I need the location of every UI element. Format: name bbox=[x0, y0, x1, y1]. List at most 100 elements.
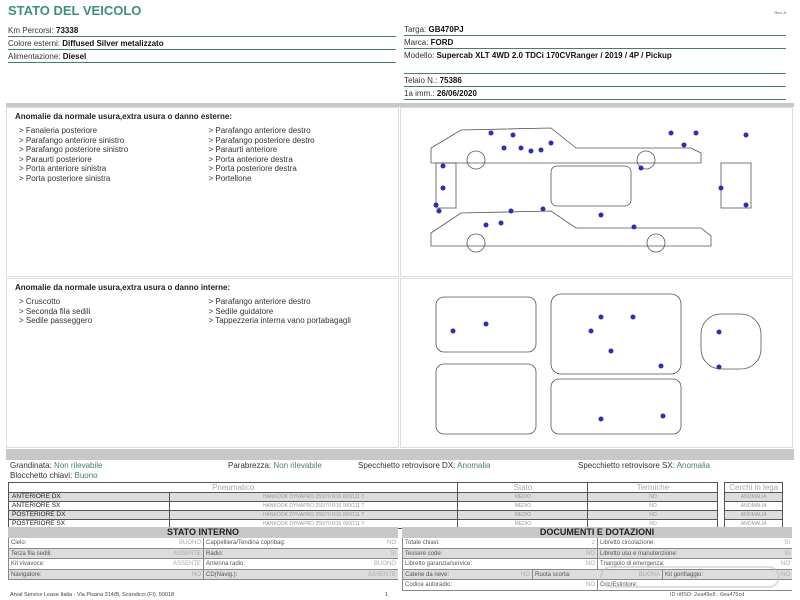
section-row: Cielo: BUONO Cappelliera/Tendina copribag:… bbox=[8, 538, 398, 549]
cell-value: ASSENTE bbox=[367, 571, 396, 578]
damage-dot bbox=[450, 328, 456, 334]
damage-item: > Parafango anteriore destro bbox=[208, 126, 311, 135]
section-cell: Cappelliera/Tendina copribag: NO bbox=[203, 538, 398, 548]
info-label: Telaio N.: bbox=[404, 76, 440, 85]
status-label: Parabrezza: bbox=[228, 461, 274, 470]
tire-row: POSTERIORE SX HANKOOK DYNAPRO 255/70 R16 … bbox=[8, 519, 783, 529]
damage-item: > Paraurti posteriore bbox=[19, 154, 92, 164]
dashboard-outline bbox=[435, 296, 537, 353]
cargo-outline bbox=[435, 363, 537, 435]
cell-value: NO bbox=[781, 561, 790, 567]
damage-item: > Porta posteriore destra bbox=[208, 164, 297, 173]
section-divider bbox=[6, 103, 794, 107]
steering-outline bbox=[700, 313, 762, 370]
car-bottom-side-outline bbox=[430, 210, 712, 247]
tire-row: ANTERIORE SX HANKOOK DYNAPRO 255/70 R16 0… bbox=[8, 501, 783, 511]
damage-dot bbox=[528, 148, 534, 154]
damage-dot bbox=[498, 220, 504, 226]
damage-item: > Parafango anteriore destro bbox=[208, 297, 311, 306]
cell-value: SI bbox=[390, 550, 396, 557]
info-value: Diesel bbox=[62, 52, 87, 61]
damage-dot bbox=[483, 222, 489, 228]
cell-value: SI bbox=[784, 540, 790, 546]
info-row: Colore esterni: Diffused Silver metalizz… bbox=[8, 38, 396, 50]
section-row: Totale chiavi: 2 Libretto circolazione: SI bbox=[402, 538, 792, 549]
damage-item: > Tappezzeria interna vano portabagagli bbox=[208, 316, 351, 325]
seats-side-outline bbox=[550, 378, 682, 435]
info-row: Modello: Supercab XLT 4WD 2.0 TDCi 170CV… bbox=[404, 50, 786, 74]
tire-row: ANTERIORE DX HANKOOK DYNAPRO 255/70 R16 0… bbox=[8, 492, 783, 502]
tire-tyre: HANKOOK DYNAPRO 255/70 R16 000/111 T bbox=[168, 501, 459, 511]
wheel-outline bbox=[636, 150, 656, 170]
info-value: 75386 bbox=[439, 76, 462, 85]
section-cell: Antenna radio: BUONO bbox=[203, 559, 398, 569]
damage-dot bbox=[598, 314, 604, 320]
info-label: Marca: bbox=[404, 38, 431, 47]
tire-stato: MEDIO bbox=[457, 492, 589, 502]
section-row: Libretto garanzia/service: NO Triangolo di… bbox=[402, 559, 792, 570]
info-row: Targa: GB470PJ bbox=[404, 24, 786, 36]
damage-dot bbox=[598, 212, 604, 218]
cell-value: SI bbox=[784, 550, 790, 557]
damage-item: > Seconda fila sedili bbox=[19, 306, 91, 316]
tire-termiche: NO bbox=[587, 492, 719, 502]
section-cell: Codice autoradio: NO bbox=[402, 580, 597, 590]
section-cell: Kit vivavoce: ASSENTE bbox=[8, 559, 203, 569]
cell-label: Navigatore: bbox=[11, 571, 42, 578]
info-value: 26/06/2020 bbox=[436, 89, 477, 98]
tire-stato: MEDIO bbox=[457, 510, 589, 520]
section-row: Codice autoradio: NO Cric/Estintore: bbox=[402, 580, 792, 591]
damage-item: > Paraurti anteriore bbox=[208, 145, 278, 154]
info-value: Supercab XLT 4WD 2.0 TDCi 170CVRanger / … bbox=[436, 51, 672, 60]
section-cell: Cric/Estintore: bbox=[597, 580, 792, 590]
info-row: Telaio N.: 75386 bbox=[404, 75, 786, 87]
status-item: Parabrezza: Non rilevabile bbox=[228, 461, 322, 470]
status-item: Grandinata: Non rilevabile bbox=[10, 461, 103, 470]
tire-tyre: HANKOOK DYNAPRO 255/70 R16 000/111 T bbox=[168, 492, 459, 502]
info-label: Alimentazione: bbox=[8, 52, 63, 61]
info-row: Marca: FORD bbox=[404, 37, 786, 49]
tire-tyre: HANKOOK DYNAPRO 255/70 R16 000/111 T bbox=[168, 510, 459, 520]
cell-value: BUONO bbox=[178, 540, 201, 546]
info-value: FORD bbox=[430, 38, 454, 47]
header-stato: Stato bbox=[457, 482, 589, 493]
info-value: 73338 bbox=[56, 26, 79, 35]
section-cell: Libretto uso e manutenzione: SI bbox=[597, 548, 792, 558]
damage-item: > Parafango posteriore destro bbox=[208, 135, 315, 145]
cell-value: 2 bbox=[591, 540, 595, 546]
header-cerchi: Cerchi in lega bbox=[724, 482, 783, 493]
watermark-logo bbox=[600, 566, 780, 588]
damage-dot bbox=[598, 416, 604, 422]
damage-item: > Sedile passeggero bbox=[19, 316, 93, 325]
exterior-list-2: > Parafango anteriore destro > Parafango … bbox=[209, 126, 399, 183]
interior-list-2: > Parafango anteriore destro > Sedile gui… bbox=[209, 297, 399, 326]
wheel-outline bbox=[646, 233, 666, 253]
cell-value: ASSENTE bbox=[172, 550, 201, 557]
status-item: Specchietto retrovisore DX: Anomalia bbox=[358, 461, 491, 470]
damage-dot bbox=[508, 208, 514, 214]
tire-stato: MEDIO bbox=[457, 501, 589, 511]
damage-dot bbox=[433, 202, 439, 208]
exterior-title: Anomalie da normale usura,extra usura o … bbox=[15, 112, 232, 121]
damage-dot bbox=[693, 130, 699, 136]
section-cell: Libretto garanzia/service: NO bbox=[402, 559, 597, 569]
damage-item: > Porta anteriore sinistra bbox=[19, 164, 107, 173]
damage-item: > Parafango posteriore sinistro bbox=[19, 145, 129, 154]
car-rear-outline bbox=[720, 162, 752, 209]
cell-label: Cielo: bbox=[11, 540, 27, 546]
header-termiche: Termiche bbox=[587, 482, 719, 493]
section-cell: CD(Navig.): ASSENTE bbox=[203, 569, 398, 579]
interior-damage-panel: Anomalie da normale usura,extra usura o … bbox=[6, 278, 399, 448]
exterior-list-1: > Fanaleria posteriore > Parafango anteri… bbox=[19, 126, 209, 183]
damage-dot bbox=[743, 132, 749, 138]
stato-interno-section: STATO INTERNO Cielo: BUONO Cappelliera/Tend… bbox=[8, 527, 398, 580]
section-cell: Radio: SI bbox=[203, 548, 398, 558]
wheel-outline bbox=[466, 233, 486, 253]
tire-pos: ANTERIORE SX bbox=[8, 501, 170, 511]
section-cell: Ruota scorta: BUONA bbox=[532, 569, 662, 579]
info-label: 1a imm.: bbox=[404, 89, 437, 98]
damage-dot bbox=[436, 208, 442, 214]
stato-interno-title: STATO INTERNO bbox=[8, 527, 398, 538]
damage-dot bbox=[631, 224, 637, 230]
status-label: Blocchetto chiavi: bbox=[10, 471, 75, 480]
